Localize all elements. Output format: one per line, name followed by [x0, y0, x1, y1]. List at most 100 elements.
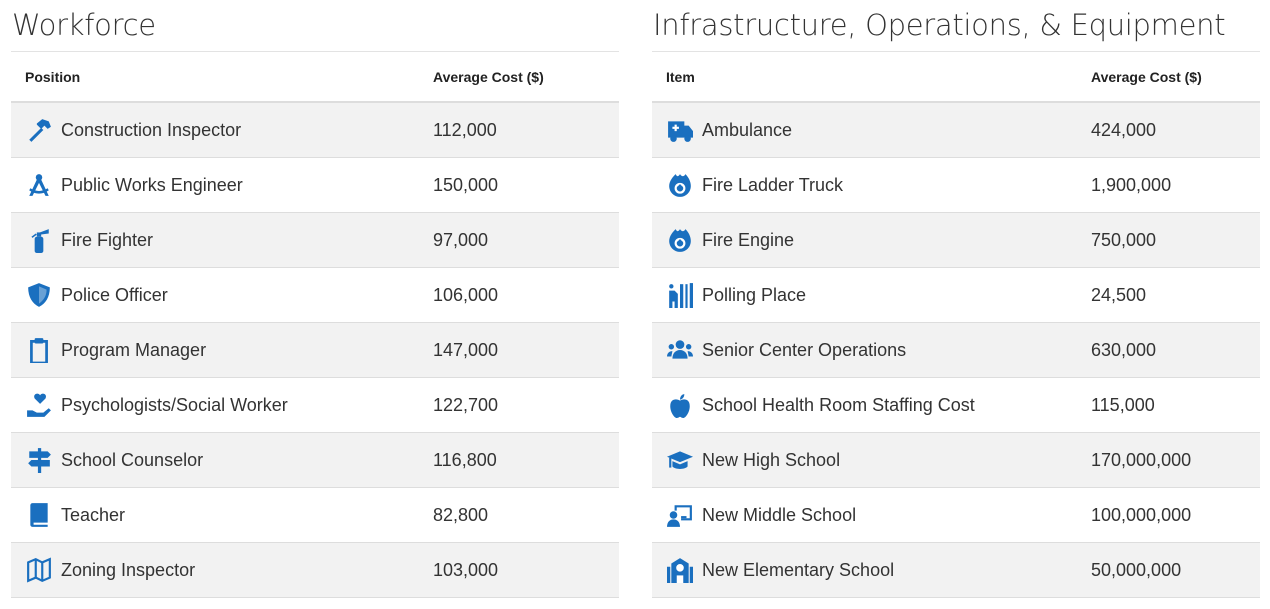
table-row: New Elementary School 50,000,000: [652, 543, 1260, 598]
row-label: Polling Place: [702, 284, 807, 305]
row-cost: 630,000: [1091, 339, 1157, 360]
map-icon: [25, 557, 53, 583]
row-label: Ambulance: [702, 119, 793, 140]
row-label-cell: New Middle School: [652, 502, 1091, 528]
table-row: New Middle School 100,000,000: [652, 488, 1260, 543]
row-label: School Counselor: [61, 449, 204, 470]
row-label-cell: Teacher: [11, 502, 433, 528]
fire-extinguisher-icon: [25, 227, 53, 253]
row-label-cell: Polling Place: [652, 282, 1091, 308]
person-booth-icon: [666, 282, 694, 308]
row-label: Fire Engine: [702, 229, 795, 250]
row-label-cell: Fire Fighter: [11, 227, 433, 253]
row-cost: 24,500: [1091, 284, 1147, 305]
row-label-cell: Zoning Inspector: [11, 557, 433, 583]
row-label: Psychologists/Social Worker: [61, 394, 288, 415]
infrastructure-title: Infrastructure, Operations, & Equipment: [652, 0, 1260, 52]
signpost-icon: [25, 447, 53, 473]
graduation-cap-icon: [666, 447, 694, 473]
table-row: Program Manager 147,000: [11, 323, 619, 378]
table-row: School Health Room Staffing Cost 115,000: [652, 378, 1260, 433]
table-row: Senior Center Operations 630,000: [652, 323, 1260, 378]
compass-drafting-icon: [25, 172, 53, 198]
table-row: Fire Ladder Truck 1,900,000: [652, 158, 1260, 213]
table-row: Fire Fighter 97,000: [11, 213, 619, 268]
table-row: Fire Engine 750,000: [652, 213, 1260, 268]
row-label: New Elementary School: [702, 559, 895, 580]
table-row: Zoning Inspector 103,000: [11, 543, 619, 598]
row-label: Senior Center Operations: [702, 339, 907, 360]
row-label-cell: School Health Room Staffing Cost: [652, 392, 1091, 418]
row-label: Construction Inspector: [61, 119, 242, 140]
table-row: Police Officer 106,000: [11, 268, 619, 323]
row-label-cell: New Elementary School: [652, 557, 1091, 583]
workforce-title: Workforce: [11, 0, 619, 52]
header-position: Position: [25, 68, 81, 85]
row-label: Fire Ladder Truck: [702, 174, 844, 195]
hand-holding-heart-icon: [25, 392, 53, 418]
row-cost: 112,000: [433, 119, 497, 140]
table-row: Polling Place 24,500: [652, 268, 1260, 323]
row-label: New High School: [702, 449, 841, 470]
row-label: Public Works Engineer: [61, 174, 243, 195]
users-icon: [666, 337, 694, 363]
row-label: Police Officer: [61, 284, 168, 305]
ambulance-icon: [666, 117, 694, 143]
row-label: Teacher: [61, 504, 126, 525]
hammer-icon: [25, 117, 53, 143]
apple-icon: [666, 392, 694, 418]
row-label-cell: Construction Inspector: [11, 117, 433, 143]
row-cost: 1,900,000: [1091, 174, 1172, 195]
header-average-cost: Average Cost ($): [1091, 68, 1202, 85]
row-cost: 116,800: [433, 449, 497, 470]
row-label-cell: Fire Engine: [652, 227, 1091, 253]
row-label: Program Manager: [61, 339, 207, 360]
row-cost: 50,000,000: [1091, 559, 1182, 580]
clipboard-icon: [25, 337, 53, 363]
row-cost: 150,000: [433, 174, 499, 195]
row-label: New Middle School: [702, 504, 857, 525]
row-cost: 424,000: [1091, 119, 1157, 140]
workforce-table-header: Position Average Cost ($): [11, 52, 619, 103]
row-label-cell: Fire Ladder Truck: [652, 172, 1091, 198]
infrastructure-table-header: Item Average Cost ($): [652, 52, 1260, 103]
row-cost: 122,700: [433, 394, 499, 415]
row-label: Zoning Inspector: [61, 559, 196, 580]
workforce-section: Workforce Position Average Cost ($) Cons…: [11, 0, 619, 598]
row-cost: 82,800: [433, 504, 489, 525]
row-label-cell: Program Manager: [11, 337, 433, 363]
table-row: Teacher 82,800: [11, 488, 619, 543]
infrastructure-section: Infrastructure, Operations, & Equipment …: [652, 0, 1260, 598]
header-item: Item: [666, 68, 695, 85]
row-cost: 100,000,000: [1091, 504, 1192, 525]
table-row: School Counselor 116,800: [11, 433, 619, 488]
row-label: School Health Room Staffing Cost: [702, 394, 975, 415]
table-row: Ambulance 424,000: [652, 103, 1260, 158]
fire-icon: [666, 172, 694, 198]
table-row: New High School 170,000,000: [652, 433, 1260, 488]
row-cost: 170,000,000: [1091, 449, 1192, 470]
row-cost: 97,000: [433, 229, 489, 250]
row-cost: 147,000: [433, 339, 499, 360]
book-icon: [25, 502, 53, 528]
row-label-cell: Police Officer: [11, 282, 433, 308]
row-label-cell: Public Works Engineer: [11, 172, 433, 198]
row-label-cell: Ambulance: [652, 117, 1091, 143]
table-row: Psychologists/Social Worker 122,700: [11, 378, 619, 433]
row-label: Fire Fighter: [61, 229, 154, 250]
infrastructure-table-body: Ambulance 424,000 Fire Ladder Truck 1,900,0…: [652, 103, 1260, 598]
row-label-cell: Psychologists/Social Worker: [11, 392, 433, 418]
table-row: Construction Inspector 112,000: [11, 103, 619, 158]
row-label-cell: Senior Center Operations: [652, 337, 1091, 363]
row-cost: 106,000: [433, 284, 499, 305]
shield-icon: [25, 282, 53, 308]
workforce-table-body: Construction Inspector 112,000 Public Work…: [11, 103, 619, 598]
fire-icon: [666, 227, 694, 253]
row-label-cell: New High School: [652, 447, 1091, 473]
row-cost: 103,000: [433, 559, 499, 580]
header-average-cost: Average Cost ($): [433, 68, 544, 85]
school-icon: [666, 557, 694, 583]
table-row: Public Works Engineer 150,000: [11, 158, 619, 213]
row-label-cell: School Counselor: [11, 447, 433, 473]
chalkboard-teacher-icon: [666, 502, 694, 528]
